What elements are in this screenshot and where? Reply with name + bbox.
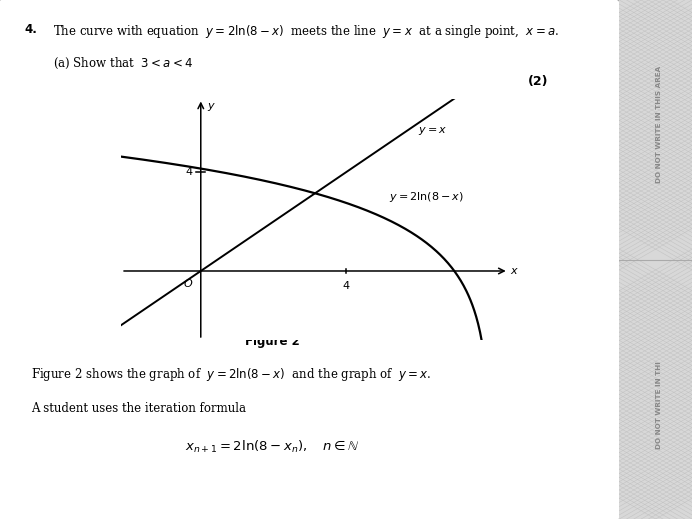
Text: The curve with equation  $y = 2\ln(8 - x)$  meets the line  $y = x$  at a single: The curve with equation $y = 2\ln(8 - x)… [53, 23, 558, 40]
Text: A student uses the iteration formula: A student uses the iteration formula [31, 402, 246, 415]
FancyBboxPatch shape [0, 0, 622, 519]
Text: $x$: $x$ [511, 266, 520, 276]
Text: 4.: 4. [25, 23, 37, 36]
Text: DO NOT WRITE IN THIS AREA: DO NOT WRITE IN THIS AREA [656, 66, 662, 183]
Text: $y$: $y$ [208, 101, 217, 113]
Text: (a) Show that  $3 < a < 4$: (a) Show that $3 < a < 4$ [53, 56, 193, 71]
Text: 4: 4 [342, 281, 349, 291]
Text: $O$: $O$ [183, 277, 194, 289]
Text: $y = 2\ln(8 - x)$: $y = 2\ln(8 - x)$ [389, 190, 464, 204]
Text: Figure 2 shows the graph of  $y = 2\ln(8 - x)$  and the graph of  $y = x$.: Figure 2 shows the graph of $y = 2\ln(8 … [31, 366, 432, 383]
Text: $x_{n+1} = 2\ln(8 - x_n), \quad n \in \mathbb{N}$: $x_{n+1} = 2\ln(8 - x_n), \quad n \in \m… [185, 439, 360, 455]
Text: (2): (2) [527, 75, 548, 88]
Text: DO NOT WRITE IN THI: DO NOT WRITE IN THI [656, 361, 662, 449]
Text: Figure 2: Figure 2 [245, 335, 300, 348]
Text: $y = x$: $y = x$ [418, 125, 447, 136]
Text: 4: 4 [185, 168, 193, 177]
